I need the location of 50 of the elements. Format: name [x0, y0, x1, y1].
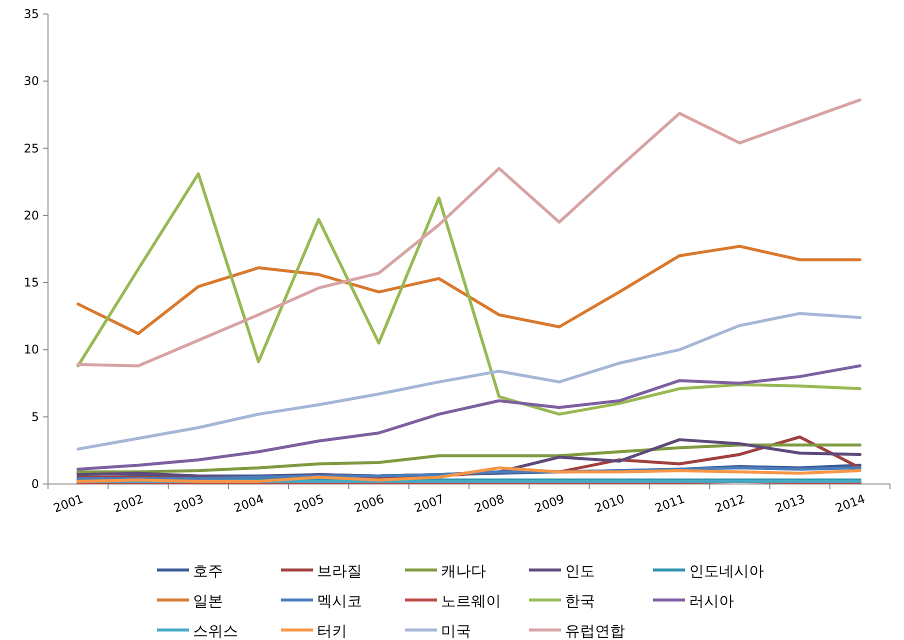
y-tick-label: 0: [31, 477, 39, 491]
legend-label: 러시아: [689, 592, 734, 610]
legend-item: 인도네시아: [653, 562, 764, 580]
legend-item: 노르웨이: [405, 592, 501, 610]
x-tick-label: 2012: [713, 492, 747, 516]
legend-label: 인도: [565, 562, 595, 580]
x-tick-label: 2011: [653, 492, 687, 516]
x-tick-label: 2004: [232, 492, 266, 516]
y-tick-label: 30: [24, 74, 39, 88]
legend-item: 유럽연합: [529, 622, 625, 640]
legend-item: 스위스: [157, 622, 238, 640]
x-tick-label: 2010: [592, 492, 626, 516]
legend-item: 터키: [281, 622, 347, 640]
legend-label: 호주: [193, 562, 223, 580]
x-tick-label: 2003: [172, 492, 206, 516]
legend-label: 스위스: [193, 622, 238, 640]
legend-item: 멕시코: [281, 592, 362, 610]
y-tick-label: 25: [24, 141, 39, 156]
legend-item: 브라질: [281, 562, 362, 580]
x-tick-label: 2001: [52, 492, 86, 516]
x-tick-label: 2014: [833, 492, 867, 516]
legend-label: 인도네시아: [689, 562, 764, 580]
legend-label: 브라질: [317, 562, 362, 580]
legend-label: 유럽연합: [565, 622, 625, 640]
legend-label: 터키: [317, 622, 347, 640]
legend-label: 멕시코: [317, 592, 362, 610]
legend-item: 캐나다: [405, 562, 486, 580]
x-tick-label: 2009: [532, 492, 566, 516]
x-tick-label: 2007: [412, 492, 446, 516]
legend-label: 한국: [565, 592, 595, 610]
x-tick-label: 2002: [112, 492, 146, 516]
legend-item: 러시아: [653, 592, 734, 610]
y-tick-label: 5: [31, 410, 39, 424]
legend-item: 한국: [529, 592, 595, 610]
y-tick-label: 20: [24, 208, 39, 222]
x-tick-label: 2013: [773, 492, 807, 516]
legend-label: 미국: [441, 622, 471, 640]
x-tick-label: 2008: [472, 492, 506, 516]
y-tick-label: 15: [24, 276, 39, 290]
legend-label: 캐나다: [441, 562, 486, 580]
x-tick-label: 2006: [352, 492, 386, 516]
y-tick-label: 35: [24, 7, 39, 21]
legend-label: 노르웨이: [441, 592, 501, 610]
legend-item: 인도: [529, 562, 595, 580]
legend-item: 호주: [157, 562, 223, 580]
y-tick-label: 10: [24, 342, 39, 357]
x-tick-label: 2005: [292, 492, 326, 516]
legend-item: 일본: [157, 592, 223, 610]
legend-item: 미국: [405, 622, 471, 640]
legend-label: 일본: [193, 592, 223, 610]
